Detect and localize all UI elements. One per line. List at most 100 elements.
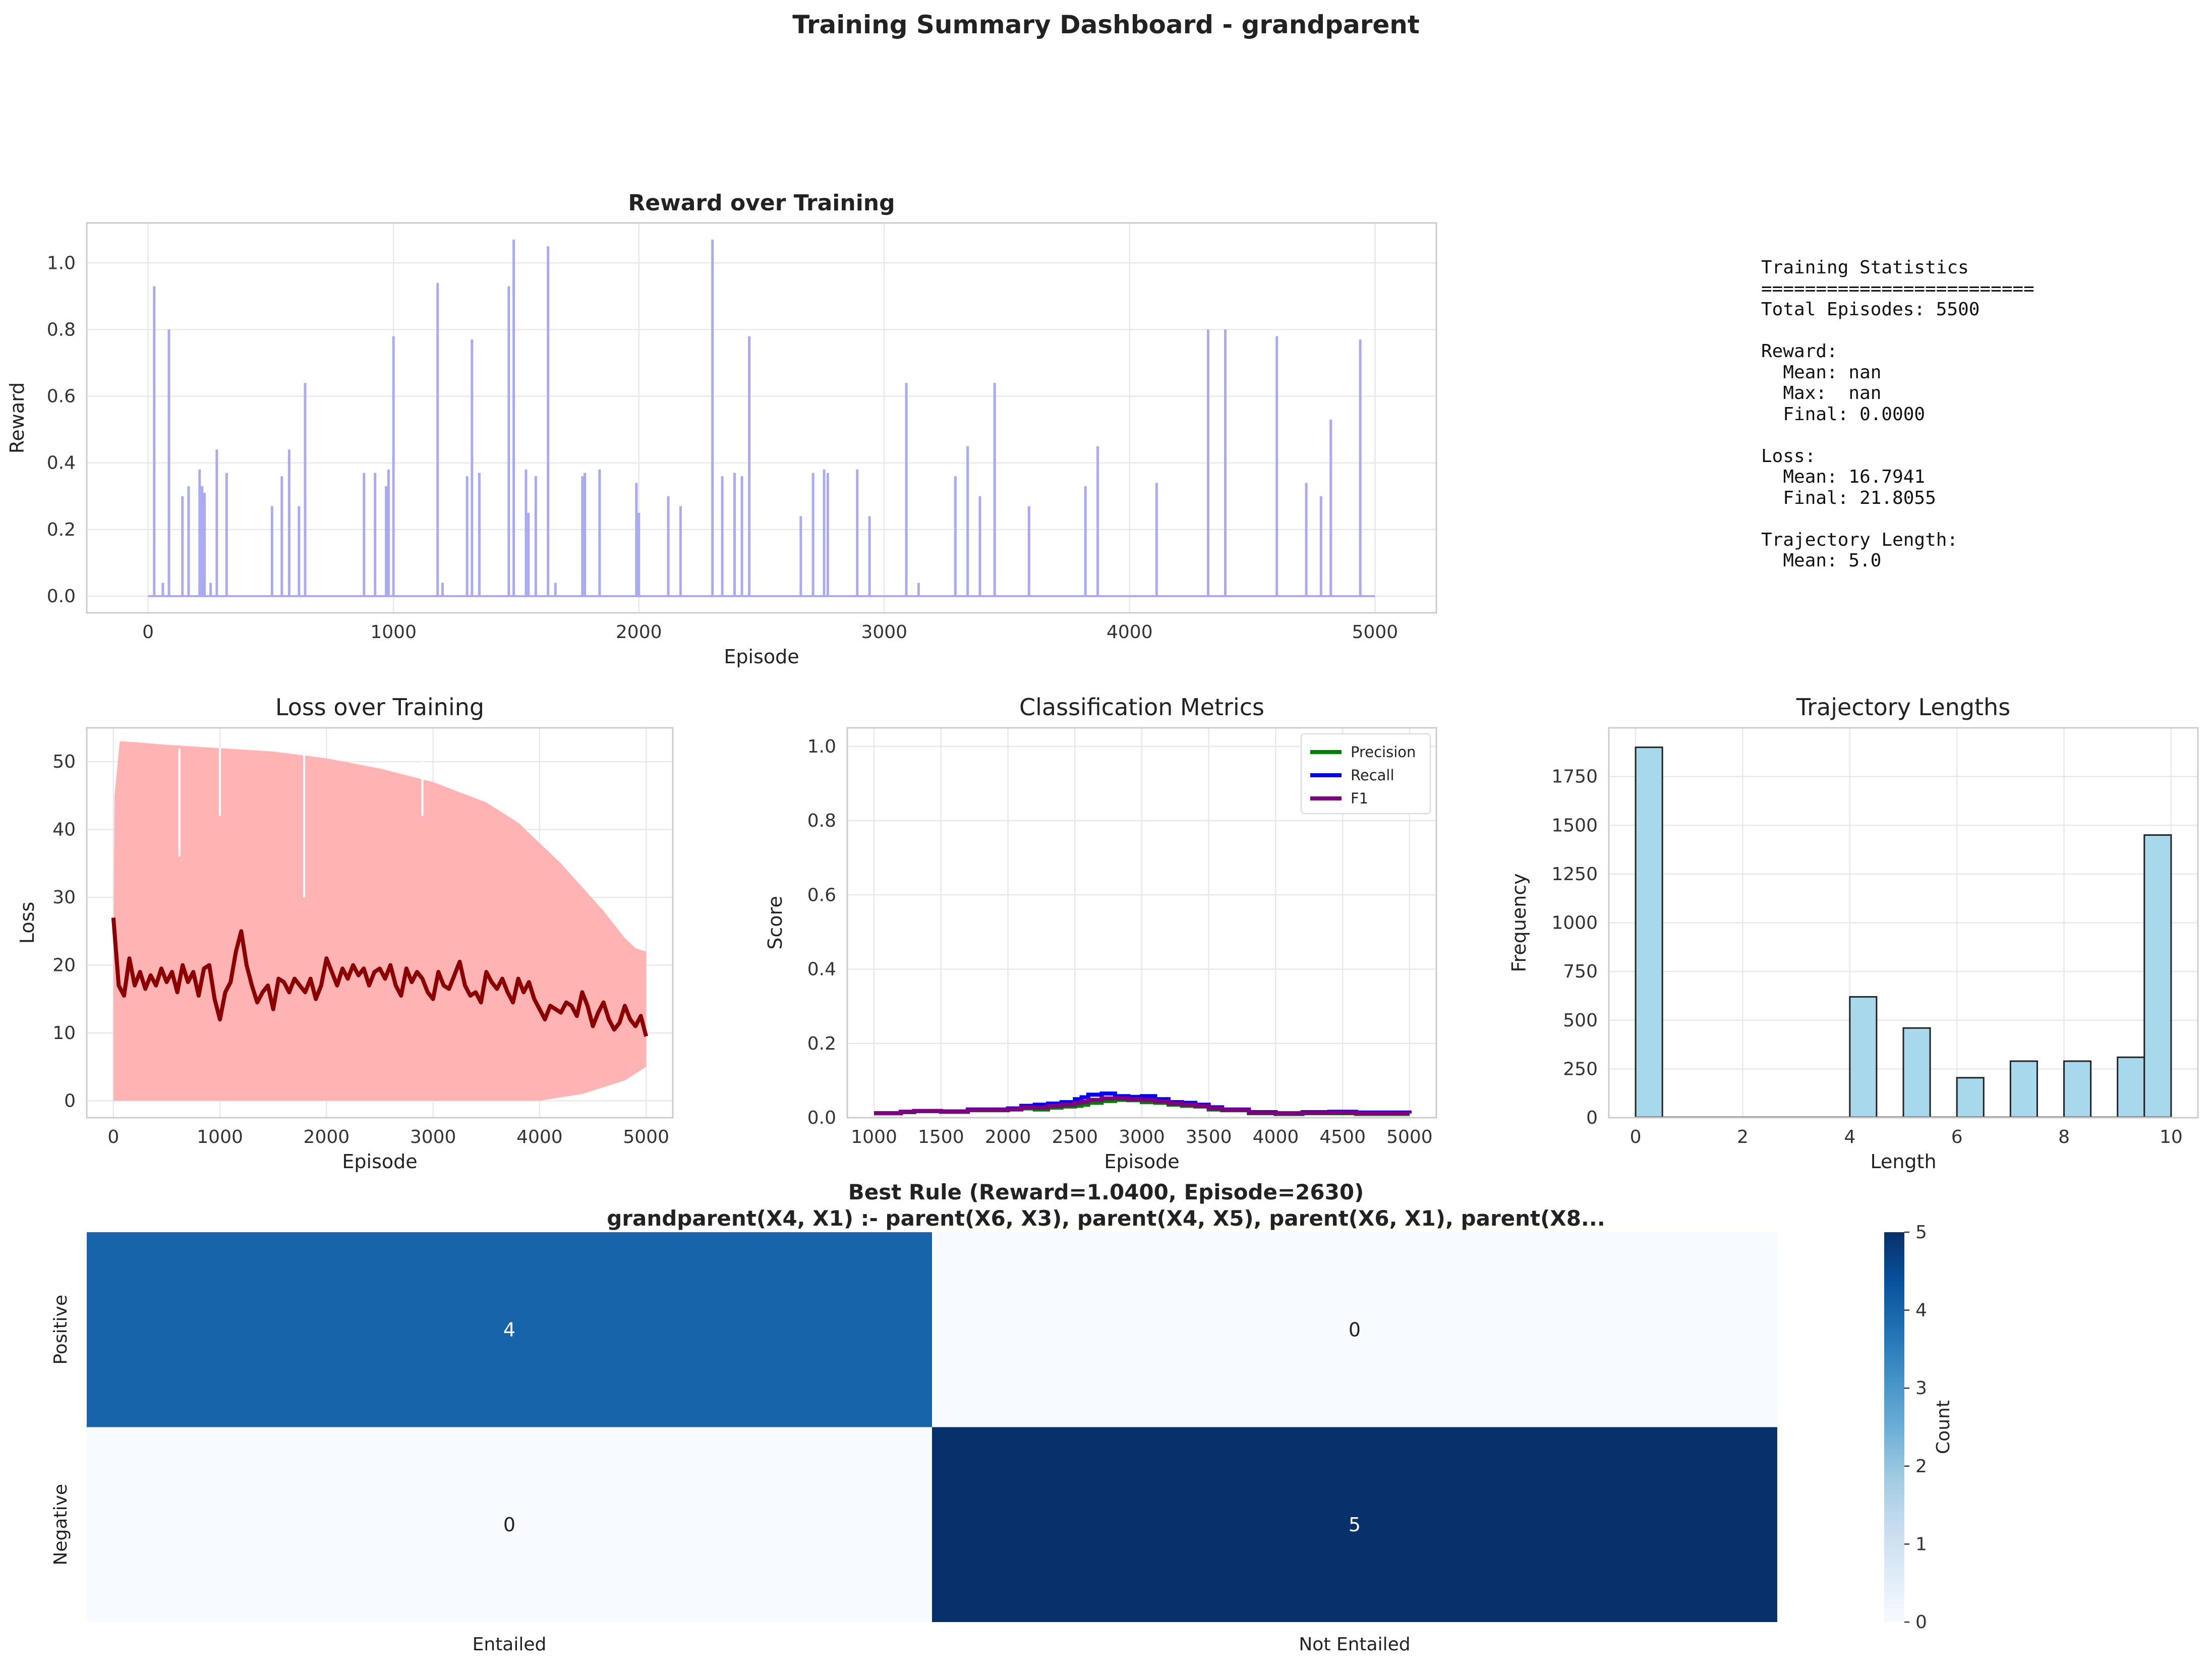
plot-frame [846, 727, 1437, 1119]
heatmap-cell-value: 0 [1349, 1318, 1361, 1341]
y-tick-label: 500 [1563, 1010, 1598, 1031]
colorbar-tick-label: 0 [1915, 1612, 1927, 1633]
plot-frame [1608, 727, 2199, 1119]
stats-line: Final: 21.8055 [1761, 487, 1936, 508]
stats-line: Mean: nan [1761, 362, 1882, 383]
chart-title: Loss over Training [275, 694, 484, 721]
histogram-bar [2143, 834, 2172, 1119]
colorbar-tick-label: 3 [1915, 1378, 1927, 1399]
heatmap-cell [87, 1232, 932, 1427]
x-tick-label: 10 [2160, 1127, 2183, 1147]
plot-area [87, 223, 1436, 613]
x-tick-label: 0 [1630, 1127, 1642, 1147]
y-tick-label: 0.8 [807, 811, 836, 831]
stats-line: Loss: [1761, 445, 1816, 467]
confusion-heatmap: 4 0 Positive 0 5 Negative Entailed Not Entailed… [50, 1180, 1954, 1655]
x-tick-label: 3000 [861, 622, 907, 643]
legend: Precision Recall F1 [1300, 733, 1431, 815]
x-tick-label: 4000 [1253, 1127, 1299, 1147]
colorbar-tick-label: 4 [1915, 1300, 1927, 1321]
colorbar-label: Count [1933, 1400, 1954, 1454]
y-tick-label: 0 [1586, 1108, 1598, 1128]
x-tick-label: 5000 [623, 1127, 669, 1147]
heatmap-cell-value: 4 [503, 1318, 515, 1341]
x-tick-label: 3000 [410, 1127, 456, 1147]
y-tick-label: 250 [1563, 1059, 1598, 1079]
stats-line: Trajectory Length: [1761, 529, 1958, 550]
x-tick-label: 0 [107, 1127, 119, 1147]
stats-line: ========================= [1761, 278, 2034, 299]
colorbar-tick-label: 5 [1915, 1222, 1927, 1243]
heatmap-cell-value: 0 [503, 1514, 515, 1536]
x-tick-label: 3500 [1186, 1127, 1232, 1147]
histogram-bar [1902, 1027, 1931, 1119]
x-tick-label: 2500 [1052, 1127, 1098, 1147]
chart-title: Reward over Training [628, 190, 895, 216]
x-axis-label: Episode [342, 1150, 417, 1173]
x-tick-label: 1000 [370, 622, 417, 643]
heatmap-cell [932, 1427, 1777, 1622]
y-tick-label: 0 [64, 1090, 76, 1111]
x-tick-label: 6 [1951, 1127, 1963, 1147]
x-tick-label: 8 [2058, 1127, 2070, 1147]
y-axis-label: Frequency [1508, 873, 1530, 972]
heatmap-row-label: Positive [50, 1295, 71, 1365]
x-tick-label: 3000 [1119, 1127, 1165, 1147]
heatmap-column-label: Not Entailed [1299, 1634, 1410, 1655]
training-statistics-box: Training Statistics ====================… [1761, 257, 2034, 571]
y-axis-label: Reward [6, 382, 28, 454]
x-axis-label: Episode [1104, 1150, 1179, 1173]
series-line-f1 [874, 1096, 1412, 1116]
y-tick-label: 0.6 [807, 885, 836, 905]
chart-title: Trajectory Lengths [1796, 694, 2010, 721]
x-tick-label: 1000 [197, 1127, 243, 1147]
loss-raw-area [113, 741, 647, 1101]
x-tick-label: 2000 [304, 1127, 350, 1147]
histogram-bar [2117, 1056, 2145, 1119]
y-tick-label: 0.2 [807, 1033, 836, 1054]
y-tick-label: 1250 [1551, 864, 1598, 885]
legend-label: F1 [1351, 790, 1368, 807]
y-tick-label: 1.0 [807, 736, 836, 757]
loss-chart: 0 1000 2000 3000 4000 5000 0 10 20 30 40 50 Loss ove… [16, 694, 674, 1173]
dashboard-title: Training Summary Dashboard - grandparent [792, 10, 1420, 39]
x-tick-label: 4 [1844, 1127, 1855, 1147]
histogram-bar [2009, 1060, 2038, 1119]
heatmap-cell [87, 1427, 932, 1622]
y-tick-label: 40 [52, 820, 76, 840]
colorbar-tick-label: 1 [1915, 1534, 1927, 1554]
x-tick-label: 2000 [985, 1127, 1031, 1147]
y-tick-label: 10 [52, 1023, 76, 1044]
colorbar-tick-label: 2 [1915, 1456, 1927, 1477]
x-tick-label: 5000 [1386, 1127, 1433, 1147]
x-tick-label: 0 [142, 622, 154, 643]
traj-chart: 0 2 4 6 8 10 0 250 500 750 1000 1250 1500 1750 Traject… [1508, 694, 2199, 1173]
y-tick-label: 50 [52, 752, 76, 772]
x-tick-label: 2 [1737, 1127, 1749, 1147]
x-tick-label: 5000 [1352, 622, 1399, 643]
heatmap-title: Best Rule (Reward=1.0400, Episode=2630) [848, 1180, 1364, 1204]
stats-line: Reward: [1761, 341, 1838, 362]
y-tick-label: 1500 [1551, 815, 1598, 836]
chart-title: Classification Metrics [1019, 694, 1264, 721]
y-tick-label: 0.4 [47, 453, 76, 474]
plot-frame [86, 727, 674, 1119]
y-tick-label: 0.2 [47, 520, 76, 540]
heatmap-column-label: Entailed [473, 1634, 547, 1655]
stats-line: Final: 0.0000 [1761, 404, 1926, 425]
y-tick-label: 0.8 [47, 319, 76, 340]
reward-chart: 0 1000 2000 3000 4000 5000 0.0 0.2 0.4 0.6 0.8 1.0 R… [6, 190, 1437, 668]
histogram-bar [1956, 1077, 1985, 1119]
metrics-chart: 1000 1500 2000 2500 3000 3500 4000 4500 5000 0.0 0… [764, 694, 1437, 1173]
y-tick-label: 20 [52, 955, 76, 976]
legend-label: Precision [1351, 743, 1416, 761]
y-tick-label: 0.0 [807, 1108, 836, 1128]
y-tick-label: 30 [52, 887, 76, 908]
heatmap-subtitle: grandparent(X4, X1) :- parent(X6, X3), p… [607, 1206, 1605, 1231]
y-axis-label: Score [764, 896, 786, 949]
heatmap-cell [932, 1232, 1777, 1427]
x-tick-label: 4000 [1107, 622, 1153, 643]
heatmap-row-label: Negative [50, 1484, 71, 1566]
x-tick-label: 2000 [616, 622, 662, 643]
